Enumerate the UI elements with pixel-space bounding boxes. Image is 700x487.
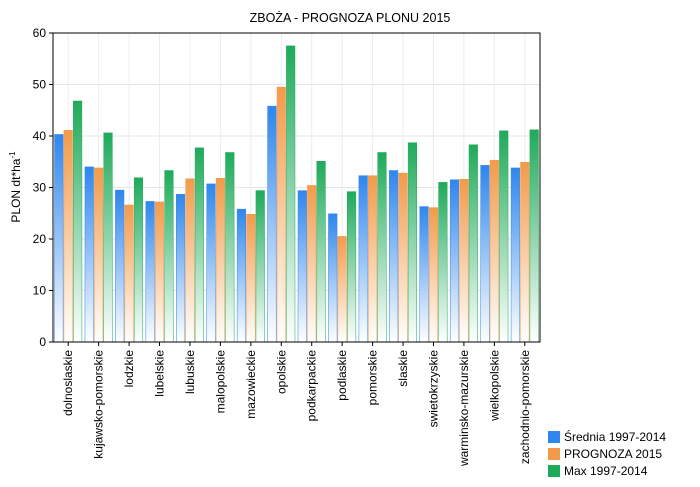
bar-1-8	[307, 185, 317, 343]
bar-2-8	[316, 160, 326, 343]
x-tick-label: podlaskie	[335, 350, 349, 401]
bar-2-14	[499, 130, 509, 343]
x-tick-label: slaskie	[396, 350, 410, 387]
bar-2-5	[225, 152, 235, 343]
y-axis-label: PLON dt*ha-1	[8, 151, 23, 223]
bar-0-14	[480, 165, 490, 343]
bar-2-11	[407, 142, 417, 343]
bar-2-15	[529, 129, 539, 343]
bars	[54, 45, 539, 343]
legend-label-1: PROGNOZA 2015	[564, 447, 662, 461]
bar-0-12	[419, 206, 429, 343]
chart-title: ZBOŻA - PROGNOZA PLONU 2015	[250, 11, 451, 25]
x-tick-label: zachodnio-pomorskie	[518, 350, 532, 464]
bar-0-6	[236, 208, 246, 343]
bar-2-12	[438, 182, 448, 343]
x-tick-label: warminsko-mazurskie	[457, 350, 471, 467]
bar-1-3	[154, 201, 165, 343]
bar-1-15	[520, 162, 530, 343]
y-tick-label: 20	[33, 232, 47, 246]
y-tick-label: 10	[33, 284, 47, 298]
bar-1-2	[124, 204, 134, 343]
y-ticks: 0 10 20 30 40 50 60	[33, 26, 53, 349]
bar-1-0	[63, 130, 73, 343]
bar-1-11	[398, 172, 408, 343]
bar-2-6	[255, 190, 265, 343]
x-ticks: dolnoslaskie kujawsko-pomorskie lodzkie lub…	[61, 342, 532, 467]
bar-0-1	[84, 166, 94, 343]
y-tick-label: 0	[39, 335, 46, 349]
bar-0-7	[267, 105, 277, 343]
x-tick-label: lodzkie	[122, 350, 136, 388]
x-tick-label: dolnoslaskie	[61, 350, 75, 416]
x-tick-label: pomorskie	[366, 350, 380, 406]
bar-1-5	[215, 177, 225, 343]
bar-0-10	[358, 175, 368, 343]
x-tick-label: podkarpackie	[305, 350, 319, 422]
x-tick-label: swietokrzyskie	[426, 350, 440, 428]
bar-2-10	[377, 152, 387, 343]
bar-1-9	[337, 236, 347, 343]
x-tick-label: wielkopolskie	[487, 350, 501, 422]
bar-0-2	[115, 189, 125, 343]
bar-2-0	[73, 100, 83, 343]
y-tick-label: 60	[33, 26, 47, 40]
y-tick-label: 30	[33, 181, 47, 195]
bar-0-8	[297, 190, 307, 343]
bar-0-9	[328, 213, 338, 343]
y-tick-label: 50	[33, 78, 47, 92]
legend-swatch-0	[548, 431, 560, 443]
legend-label-0: Średnia 1997-2014	[564, 429, 666, 444]
x-tick-label: lubelskie	[153, 350, 167, 397]
bar-0-5	[206, 183, 216, 343]
bar-2-7	[286, 45, 296, 343]
bar-2-13	[468, 144, 478, 343]
bar-0-13	[449, 179, 460, 343]
bar-1-1	[94, 167, 104, 343]
bar-2-9	[347, 191, 357, 343]
bar-1-6	[246, 214, 256, 343]
legend: Średnia 1997-2014 PROGNOZA 2015 Max 1997…	[548, 429, 666, 478]
x-tick-label: kujawsko-pomorskie	[92, 350, 106, 459]
x-tick-label: mazowieckie	[244, 350, 258, 419]
y-tick-label: 40	[33, 129, 47, 143]
bar-0-11	[389, 170, 399, 343]
bar-2-2	[133, 177, 144, 343]
bar-2-4	[194, 147, 204, 343]
legend-swatch-1	[548, 448, 560, 460]
bar-1-13	[459, 179, 469, 343]
bar-2-1	[103, 132, 113, 343]
bar-0-0	[54, 134, 64, 343]
bar-1-10	[368, 175, 378, 343]
legend-swatch-2	[548, 465, 560, 477]
bar-1-4	[185, 178, 195, 343]
bar-0-3	[145, 201, 155, 343]
x-tick-label: opolskie	[274, 350, 288, 394]
bar-1-14	[489, 159, 499, 343]
bar-0-15	[510, 167, 520, 343]
x-tick-label: lubuskie	[183, 350, 197, 394]
bar-1-7	[276, 86, 286, 343]
bar-1-12	[428, 207, 439, 343]
bar-0-4	[176, 193, 186, 343]
x-tick-label: malopolskie	[213, 350, 227, 414]
legend-label-2: Max 1997-2014	[564, 464, 648, 478]
bar-2-3	[164, 170, 174, 343]
